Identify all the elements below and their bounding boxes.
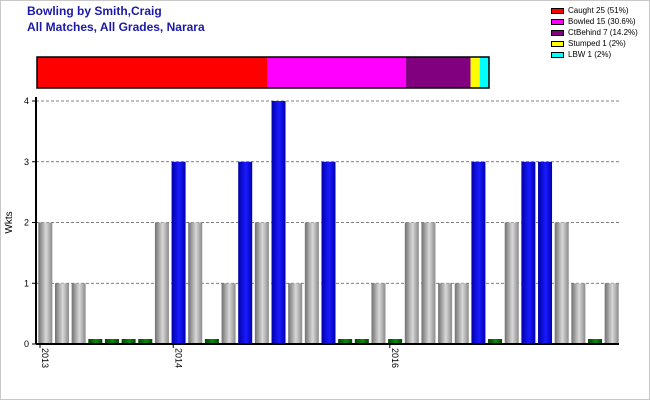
bar bbox=[338, 339, 353, 344]
y-tick-label: 4 bbox=[24, 96, 29, 106]
y-axis-label: Wkts bbox=[4, 211, 15, 233]
dismissal-segment bbox=[267, 57, 406, 88]
legend-item: Bowled 15 (30.6%) bbox=[551, 16, 638, 27]
bar bbox=[254, 222, 269, 344]
x-tick-label: 2013 bbox=[40, 348, 50, 368]
bar bbox=[288, 283, 303, 344]
legend-label: CtBehind 7 (14.2%) bbox=[568, 28, 638, 37]
bar bbox=[38, 222, 53, 344]
bar bbox=[154, 222, 169, 344]
bar bbox=[204, 339, 219, 344]
bar-series bbox=[38, 101, 619, 344]
x-tick-labels: 2013 2014 2016 bbox=[39, 344, 400, 368]
bar bbox=[388, 339, 403, 344]
y-tick-label: 2 bbox=[24, 218, 29, 228]
dismissal-legend: Caught 25 (51%) Bowled 15 (30.6%) CtBehind… bbox=[551, 5, 638, 60]
legend-swatch bbox=[551, 7, 564, 14]
bar bbox=[54, 283, 69, 344]
bar bbox=[221, 283, 236, 344]
bar bbox=[538, 161, 553, 344]
bar bbox=[371, 283, 386, 344]
y-tick-label: 3 bbox=[24, 157, 29, 167]
legend-item: Caught 25 (51%) bbox=[551, 5, 638, 16]
dismissal-segment bbox=[405, 57, 471, 88]
legend-label: LBW 1 (2%) bbox=[568, 50, 612, 59]
bar bbox=[188, 222, 203, 344]
legend-label: Caught 25 (51%) bbox=[568, 6, 629, 15]
bar bbox=[354, 339, 369, 344]
dismissal-breakdown-bar bbox=[36, 56, 490, 89]
bar bbox=[521, 161, 536, 344]
bar bbox=[504, 222, 519, 344]
bar bbox=[304, 222, 319, 344]
legend-label: Bowled 15 (30.6%) bbox=[568, 17, 636, 26]
x-tick-label: 2014 bbox=[173, 348, 183, 368]
y-tick-label: 1 bbox=[24, 278, 29, 288]
legend-swatch bbox=[551, 18, 564, 25]
dismissal-bar-border bbox=[36, 56, 490, 89]
legend-swatch bbox=[551, 40, 564, 47]
legend-swatch bbox=[551, 29, 564, 36]
bar bbox=[238, 161, 253, 344]
legend-label: Stumped 1 (2%) bbox=[568, 39, 626, 48]
y-tick-label: 0 bbox=[24, 339, 29, 349]
bar bbox=[438, 283, 453, 344]
legend-item: Stumped 1 (2%) bbox=[551, 38, 638, 49]
bar bbox=[271, 101, 286, 344]
axes bbox=[35, 97, 619, 345]
legend-swatch bbox=[551, 51, 564, 58]
bar bbox=[104, 339, 119, 344]
bar bbox=[588, 339, 603, 344]
chart-title: Bowling by Smith,Craig bbox=[27, 4, 162, 18]
bar bbox=[554, 222, 569, 344]
chart-subtitle: All Matches, All Grades, Narara bbox=[27, 20, 205, 34]
bar bbox=[571, 283, 586, 344]
legend-item: LBW 1 (2%) bbox=[551, 49, 638, 60]
bar bbox=[171, 161, 186, 344]
dismissal-segment bbox=[37, 57, 268, 88]
bar bbox=[421, 222, 436, 344]
bar bbox=[121, 339, 136, 344]
bar bbox=[404, 222, 419, 344]
bar bbox=[88, 339, 103, 344]
bar bbox=[471, 161, 486, 344]
dismissal-segment bbox=[479, 57, 489, 88]
dismissal-segment bbox=[470, 57, 480, 88]
bar bbox=[454, 283, 469, 344]
bar bbox=[138, 339, 153, 344]
bar bbox=[604, 283, 619, 344]
legend-item: CtBehind 7 (14.2%) bbox=[551, 27, 638, 38]
x-tick-label: 2016 bbox=[390, 348, 400, 368]
bar bbox=[321, 161, 336, 344]
bar bbox=[488, 339, 503, 344]
y-tick-labels: 0 1 2 3 4 bbox=[24, 96, 36, 349]
bar bbox=[71, 283, 86, 344]
